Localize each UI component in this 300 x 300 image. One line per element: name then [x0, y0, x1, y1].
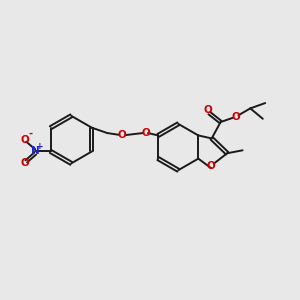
Text: O: O [204, 105, 212, 115]
Text: O: O [141, 128, 150, 138]
Text: N: N [31, 146, 40, 157]
Text: O: O [20, 135, 29, 145]
Text: O: O [231, 112, 240, 122]
Text: +: + [36, 142, 44, 151]
Text: O: O [20, 158, 29, 168]
Text: -: - [29, 129, 33, 139]
Text: O: O [118, 130, 127, 140]
Text: O: O [207, 161, 215, 171]
